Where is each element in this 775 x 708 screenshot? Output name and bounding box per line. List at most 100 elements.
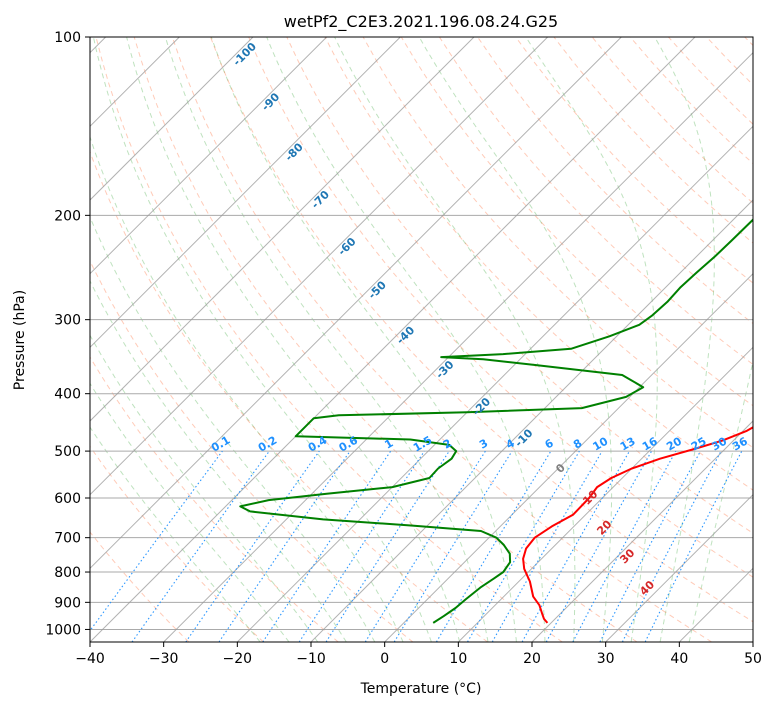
dry-adiabat-label: -90 bbox=[259, 90, 282, 113]
mixing-ratio-line bbox=[218, 450, 351, 642]
x-tick-label: 10 bbox=[449, 651, 467, 667]
dry-adiabat-label: -50 bbox=[366, 278, 389, 301]
moist-adiabats bbox=[90, 37, 753, 642]
dewpoint-profile-line bbox=[239, 218, 753, 624]
isotherm-line bbox=[90, 37, 475, 422]
y-tick-label: 700 bbox=[54, 531, 81, 547]
x-tick-label: −30 bbox=[149, 651, 179, 667]
isotherm-line bbox=[90, 37, 696, 642]
x-tick-label: 20 bbox=[523, 651, 541, 667]
dry-adiabat-line bbox=[90, 531, 190, 642]
mixing-ratio-line bbox=[131, 450, 270, 642]
isotherm-line bbox=[457, 346, 753, 642]
moist-adiabat-line bbox=[525, 37, 658, 642]
mixing-ratio-line bbox=[298, 450, 425, 642]
mixing-ratio-line bbox=[185, 450, 320, 642]
mixing-ratio-line bbox=[572, 450, 677, 642]
dry-adiabat-line bbox=[591, 37, 753, 204]
mixing-ratio-line bbox=[599, 450, 701, 642]
isotherm-line bbox=[90, 37, 549, 496]
dry-adiabat-label: -60 bbox=[335, 235, 358, 258]
mixing-ratio-line bbox=[393, 450, 513, 642]
moist-adiabat-label: 0 bbox=[553, 461, 568, 476]
x-tick-label: −20 bbox=[223, 651, 253, 667]
mixing-ratio-line bbox=[325, 450, 450, 642]
mixing-ratio-line bbox=[644, 450, 743, 642]
isotherm-line bbox=[90, 37, 328, 275]
y-tick-label: 100 bbox=[54, 30, 81, 46]
moist-adiabat-line bbox=[92, 37, 432, 642]
moist-adiabat-line bbox=[90, 426, 261, 642]
moist-adiabat-line bbox=[90, 215, 376, 642]
dry-adiabat-line bbox=[210, 37, 753, 623]
y-tick-label: 600 bbox=[54, 491, 81, 507]
moist-adiabat-line bbox=[654, 37, 715, 642]
x-axis-label: Temperature (°C) bbox=[360, 681, 482, 697]
mixing-ratio-line bbox=[262, 450, 392, 642]
isotherm-line bbox=[531, 420, 753, 642]
y-tick-label: 300 bbox=[54, 313, 81, 329]
x-tick-label: 50 bbox=[744, 651, 762, 667]
chart-title: wetPf2_C2E3.2021.196.08.24.G25 bbox=[284, 12, 558, 32]
mixing-ratio-line bbox=[435, 450, 552, 642]
moist-adiabat-line bbox=[266, 37, 546, 642]
overlay-labels: 0.1 0.2 0.4 0.6 1 1.5 2 3 4 6 8 10 13 16 20 25 30 36-100-… bbox=[209, 40, 750, 598]
dry-adiabat-line bbox=[553, 37, 753, 244]
x-tick-label: −10 bbox=[296, 651, 326, 667]
moist-adiabat-line bbox=[90, 334, 319, 642]
dry-adiabat-line bbox=[438, 37, 753, 366]
dry-adiabats bbox=[90, 37, 753, 642]
moist-adiabat-line bbox=[164, 37, 489, 642]
moist-adiabat-line bbox=[210, 37, 517, 642]
dry-adiabat-line bbox=[668, 37, 753, 125]
dry-adiabat-line bbox=[90, 150, 488, 642]
plot-frame bbox=[89, 36, 754, 643]
isobar-grid bbox=[90, 37, 753, 630]
y-tick-label: 400 bbox=[54, 387, 81, 403]
x-tick-label: 0 bbox=[380, 651, 389, 667]
plot-area: 0.1 0.2 0.4 0.6 1 1.5 2 3 4 6 8 10 13 16 20 25 30 36-100-… bbox=[90, 37, 753, 642]
isotherm-line bbox=[605, 493, 753, 642]
dry-adiabat-line bbox=[171, 37, 712, 642]
dry-adiabat-line bbox=[400, 37, 753, 407]
dry-adiabat-line bbox=[95, 37, 563, 642]
dry-adiabat-line bbox=[90, 445, 264, 642]
moist-adiabat-label: 20 bbox=[594, 517, 614, 537]
sounding-profiles bbox=[239, 218, 753, 624]
isotherm-line bbox=[236, 125, 753, 642]
moist-adiabat-line bbox=[90, 135, 404, 642]
dry-adiabat-label: -70 bbox=[309, 188, 332, 211]
dry-adiabat-line bbox=[133, 37, 638, 642]
isotherm-line bbox=[384, 272, 753, 642]
isotherm-line bbox=[90, 37, 401, 349]
mixing-ratio-label: 3 bbox=[477, 437, 490, 452]
y-tick-label: 900 bbox=[54, 595, 81, 611]
skewed-isotherms bbox=[90, 37, 753, 642]
dry-adiabat-label: -100 bbox=[230, 40, 259, 69]
mixing-ratio-label: 2 bbox=[441, 437, 454, 452]
mixing-ratio-line bbox=[90, 450, 223, 632]
isotherm-line bbox=[163, 51, 753, 642]
mixing-ratio-label: 6 bbox=[543, 436, 556, 451]
dry-adiabat-line bbox=[515, 37, 753, 284]
y-axis-label: Pressure (hPa) bbox=[12, 290, 28, 390]
mixing-ratio-line bbox=[545, 450, 653, 642]
isotherm-line bbox=[90, 37, 254, 201]
dry-adiabat-label: -30 bbox=[433, 358, 456, 381]
dry-adiabat-label: -20 bbox=[470, 395, 493, 418]
y-tick-label: 200 bbox=[54, 208, 81, 224]
x-axis-ticks: −40 −30 −20 −10 0 10 20 30 40 50 bbox=[75, 642, 762, 667]
mixing-ratio-line bbox=[521, 450, 630, 642]
moist-adiabat-line bbox=[688, 358, 753, 642]
moist-adiabat-line bbox=[418, 37, 613, 642]
x-tick-label: −40 bbox=[75, 651, 105, 667]
moist-adiabat-line bbox=[90, 382, 290, 642]
isotherm-line bbox=[310, 199, 753, 642]
dry-adiabat-line bbox=[248, 37, 753, 578]
dry-adiabat-line bbox=[744, 37, 753, 47]
x-tick-label: 30 bbox=[597, 651, 615, 667]
dry-adiabat-line bbox=[90, 259, 414, 642]
dry-adiabat-line bbox=[90, 356, 339, 642]
x-tick-label: 40 bbox=[670, 651, 688, 667]
